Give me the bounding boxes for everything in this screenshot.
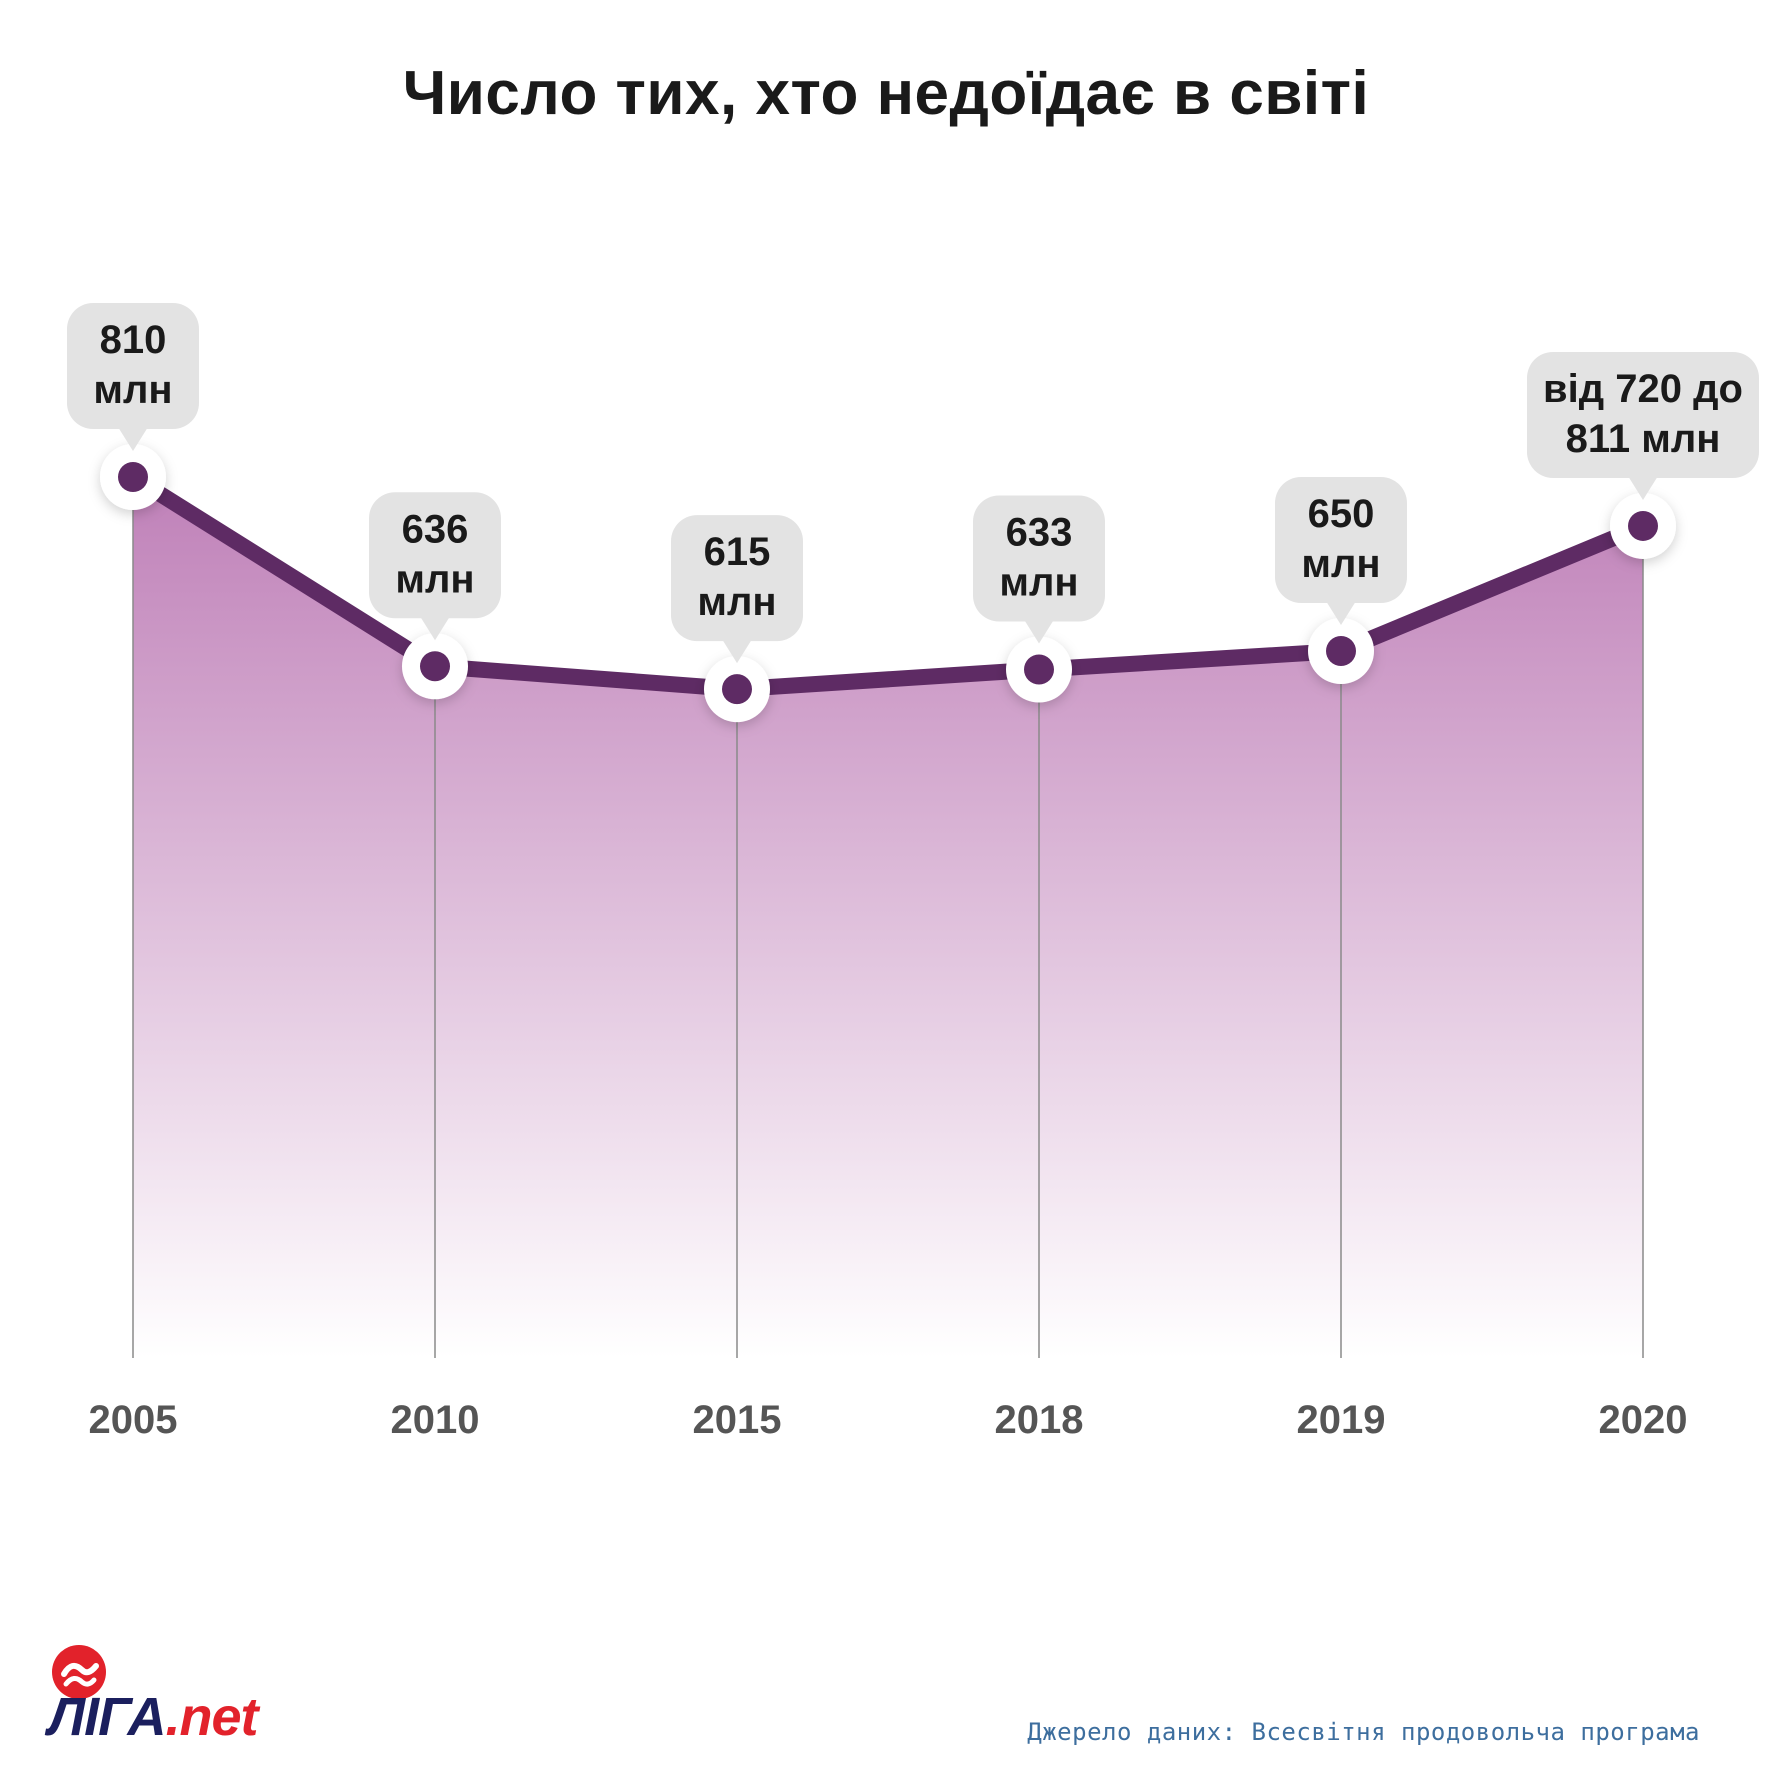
logo-suffix: .net: [165, 1687, 259, 1747]
value-label-2020: від 720 до 811 млн: [1527, 351, 1759, 500]
label-pointer: [1326, 601, 1356, 626]
series-line: [125, 469, 1651, 698]
marker-dot: [118, 462, 148, 492]
label-text-line: млн: [93, 368, 172, 412]
label-bubble: [1275, 477, 1407, 604]
liga-logo-icon: [52, 1645, 106, 1699]
label-bubble: [1527, 351, 1759, 478]
label-bubble: [973, 495, 1105, 622]
area-fill: [133, 477, 1643, 1358]
marker-dot: [1326, 636, 1356, 667]
label-text-line: 636: [402, 507, 469, 551]
marker-dot: [420, 651, 450, 682]
chart-title: Число тих, хто недоїдає в світі: [402, 59, 1370, 128]
value-label-2018: 633 млн: [973, 495, 1105, 644]
logo-brand: ЛІГА: [48, 1687, 166, 1747]
value-label-2010: 636 млн: [369, 492, 501, 641]
label-text-line: млн: [1301, 542, 1380, 586]
marker-dot: [1024, 654, 1054, 685]
label-bubble: [67, 303, 199, 429]
point-marker-2015: [704, 656, 770, 723]
value-label-2015: 615 млн: [671, 515, 803, 664]
marker-dot: [722, 674, 752, 705]
label-text-line: 650: [1308, 492, 1375, 536]
x-tick-label: 2020: [1599, 1398, 1688, 1442]
label-text-line: від 720 до: [1543, 367, 1743, 411]
value-label-2005: 810 млн: [67, 303, 199, 451]
label-bubble: [671, 515, 803, 642]
label-text-line: млн: [697, 580, 776, 624]
label-pointer: [722, 639, 752, 664]
point-marker-2018: [1006, 636, 1072, 703]
x-tick-label: 2019: [1297, 1398, 1386, 1442]
label-text-line: 811 млн: [1566, 417, 1721, 461]
value-label-2019: 650 млн: [1275, 477, 1407, 626]
label-pointer: [1024, 619, 1054, 644]
x-tick-label: 2010: [391, 1398, 480, 1442]
marker-dot: [1628, 510, 1658, 541]
label-text-line: 615: [704, 530, 771, 574]
x-tick-label: 2005: [89, 1398, 178, 1442]
point-marker-2005: [100, 444, 166, 510]
logo-wordmark[interactable]: ЛІГА.net: [48, 1686, 259, 1748]
x-tick-label: 2015: [693, 1398, 782, 1442]
label-pointer: [420, 616, 450, 641]
point-marker-2020: [1610, 492, 1676, 559]
label-pointer: [1628, 475, 1658, 500]
point-marker-2010: [402, 633, 468, 700]
x-tick-label: 2018: [995, 1398, 1084, 1442]
label-text-line: млн: [395, 557, 474, 601]
label-text-line: млн: [999, 561, 1078, 605]
source-note: Джерело даних: Всесвітня продовольча про…: [1027, 1718, 1700, 1746]
label-bubble: [369, 492, 501, 619]
label-text-line: 633: [1006, 511, 1073, 555]
point-marker-2019: [1308, 618, 1374, 685]
label-pointer: [118, 427, 148, 451]
label-text-line: 810: [100, 318, 167, 362]
